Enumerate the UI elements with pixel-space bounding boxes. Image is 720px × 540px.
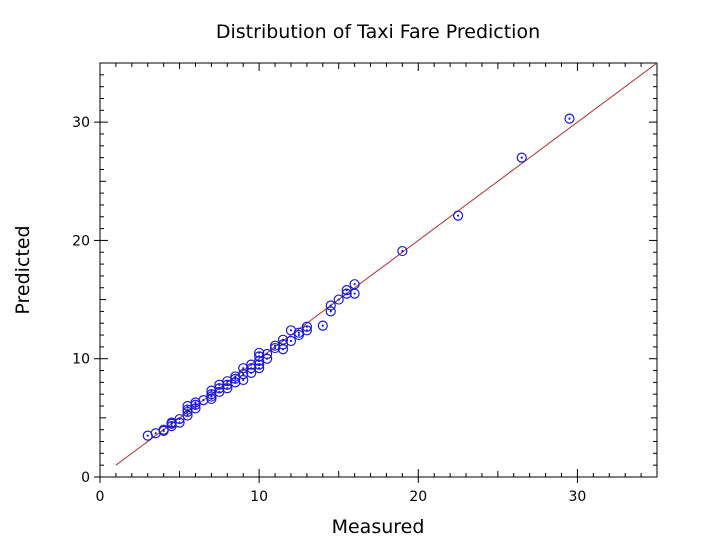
data-point-ring [285,335,297,347]
data-point-center [242,378,245,382]
data-point [333,294,344,305]
data-point-ring [301,321,312,332]
fit-line-layer [115,62,658,466]
data-point-ring [452,210,464,221]
data-point-center [281,338,285,341]
data-point-center [194,403,197,406]
data-point [349,279,360,290]
data-point-ring [325,306,336,317]
data-point-center [170,421,173,424]
data-point [325,300,336,311]
data-point-center [178,417,181,421]
data-point-center [520,156,523,159]
data-point-ring [238,374,249,386]
data-point-center [401,249,404,253]
data-point-center [250,363,253,366]
data-point-center [289,329,293,332]
data-point [452,210,464,221]
data-point-ring [333,294,344,305]
data-point-center [202,399,205,402]
data-point-center [337,298,340,301]
data-point-center [297,331,301,334]
data-point [564,113,575,124]
data-point-center [329,310,332,313]
data-point-center [456,214,460,217]
data-point-center [154,432,157,435]
data-point [301,321,312,332]
data-point-center [226,380,229,383]
data-point-center [289,339,293,343]
data-point-center [194,401,197,404]
data-point-ring [349,279,360,290]
data-point [254,347,265,358]
x-tick-label: 30 [569,489,587,505]
data-point-ring [516,152,527,163]
data-point-center [345,289,348,292]
x-tick-label: 0 [96,489,105,505]
data-point-center [273,344,277,347]
fit-line [115,62,658,466]
data-point-center [210,389,213,392]
data-point-ring [397,245,408,257]
points-layer [142,113,575,441]
x-tick-label: 10 [250,489,268,505]
data-point-center [321,324,324,327]
y-tick-label: 10 [72,352,90,368]
chart-title: Distribution of Taxi Fare Prediction [216,21,540,43]
data-point-center [234,377,237,380]
data-point-center [242,372,245,376]
x-axis-label: Measured [332,516,425,538]
y-tick-label: 30 [72,115,90,131]
data-point [238,374,249,386]
data-point [238,368,249,380]
data-point-center [162,428,165,431]
data-point-ring [238,368,249,380]
data-point-center [186,410,189,414]
data-point-center [353,283,356,286]
data-point-center [353,292,356,295]
plot-frame [99,62,658,478]
data-point [516,152,527,163]
data-point-ring [564,113,575,124]
data-point [317,320,328,331]
y-axis-ticks: 0 10 20 30 [72,62,657,486]
data-point-center [568,117,571,120]
x-tick-label: 20 [409,489,427,505]
y-tick-label: 0 [81,470,90,486]
y-axis-label: Predicted [12,225,34,314]
data-point [277,334,289,345]
data-point-ring [262,348,273,360]
data-point-center [266,352,269,356]
data-point-center [186,404,189,408]
data-point-center [305,325,308,328]
data-point-ring [325,300,336,311]
data-point-center [329,304,332,307]
data-point-ring [254,347,265,358]
y-tick-label: 20 [72,233,90,249]
data-point-center [258,351,261,354]
data-point [397,245,408,257]
data-point-center [297,333,301,337]
data-point [285,335,297,347]
data-point [262,348,273,360]
data-point-center [242,367,245,370]
x-axis-ticks: 0 10 20 30 [96,63,658,505]
data-point-center [146,434,149,437]
data-point-ring [277,334,289,345]
data-point-center [273,346,277,350]
data-point-center [218,383,221,386]
data-point-center [234,375,237,378]
data-point-ring [317,320,328,331]
data-point [325,306,336,317]
data-point-center [210,395,213,398]
